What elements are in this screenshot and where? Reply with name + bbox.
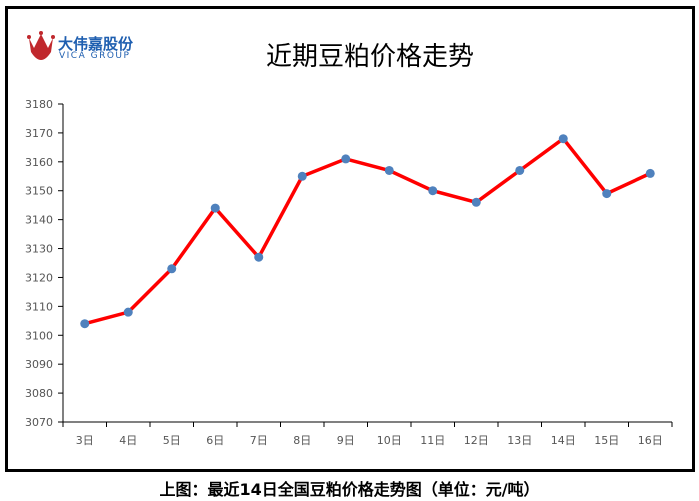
y-tick-label: 3130 bbox=[25, 243, 53, 256]
x-tick-label: 16日 bbox=[638, 434, 663, 447]
x-tick-label: 15日 bbox=[594, 434, 619, 447]
x-tick-label: 4日 bbox=[119, 434, 137, 447]
x-tick-label: 7日 bbox=[250, 434, 268, 447]
y-tick-label: 3100 bbox=[25, 329, 53, 342]
x-tick-label: 12日 bbox=[464, 434, 489, 447]
y-tick-label: 3120 bbox=[25, 271, 53, 284]
x-tick-label: 11日 bbox=[420, 434, 445, 447]
x-tick-label: 10日 bbox=[377, 434, 402, 447]
data-point bbox=[558, 134, 568, 144]
y-tick-label: 3110 bbox=[25, 300, 53, 313]
x-tick-label: 9日 bbox=[337, 434, 355, 447]
data-point bbox=[645, 168, 655, 178]
y-tick-label: 3170 bbox=[25, 127, 53, 140]
data-point bbox=[515, 165, 525, 175]
y-tick-label: 3080 bbox=[25, 387, 53, 400]
data-point bbox=[471, 197, 481, 207]
x-tick-label: 8日 bbox=[293, 434, 311, 447]
logo-crown-icon bbox=[27, 31, 55, 60]
chart-title: 近期豆粕价格走势 bbox=[265, 42, 474, 72]
x-tick-label: 13日 bbox=[507, 434, 532, 447]
data-point bbox=[384, 165, 394, 175]
series-line bbox=[84, 136, 651, 326]
y-tick-label: 3090 bbox=[25, 358, 53, 371]
x-tick-label: 3日 bbox=[76, 434, 94, 447]
x-tick-label: 5日 bbox=[163, 434, 181, 447]
data-point bbox=[210, 203, 220, 213]
logo-name-en: VICA GROUP bbox=[59, 51, 131, 61]
data-point bbox=[123, 307, 133, 317]
data-point bbox=[254, 252, 264, 262]
y-tick-label: 3150 bbox=[25, 185, 53, 198]
data-point bbox=[297, 171, 307, 181]
y-tick-label: 3160 bbox=[25, 156, 53, 169]
data-point bbox=[80, 319, 90, 329]
data-point bbox=[341, 154, 351, 164]
data-point bbox=[428, 186, 438, 196]
y-tick-label: 3140 bbox=[25, 214, 53, 227]
chart-frame bbox=[5, 6, 695, 472]
y-tick-label: 3180 bbox=[25, 98, 53, 111]
x-tick-label: 6日 bbox=[206, 434, 224, 447]
x-tick-label: 14日 bbox=[551, 434, 576, 447]
data-point bbox=[602, 189, 612, 199]
data-point bbox=[167, 264, 177, 274]
y-tick-label: 3070 bbox=[25, 416, 53, 429]
chart-caption: 上图：最近14日全国豆粕价格走势图（单位：元/吨） bbox=[159, 480, 540, 499]
logo-name-cn: 大伟嘉股份 bbox=[58, 35, 134, 53]
line-chart: 3070 3080 3090 3100 3110 3120 3130 3140 3150 3160… bbox=[25, 98, 673, 447]
